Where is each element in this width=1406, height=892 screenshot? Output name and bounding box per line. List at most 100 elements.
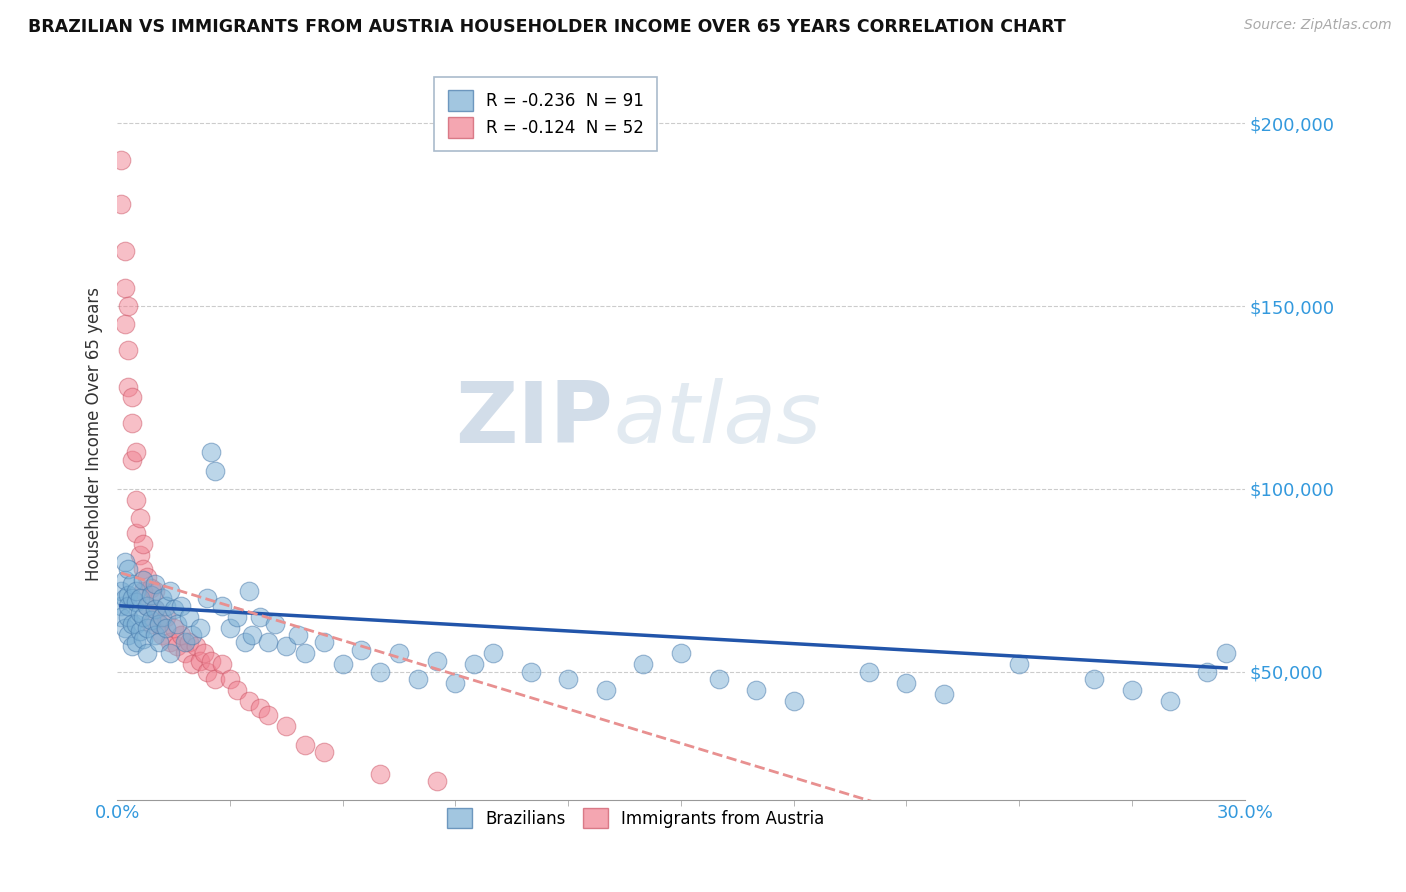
Point [125, 584, 148, 599]
Point [256, 635, 278, 649]
Text: BRAZILIAN VS IMMIGRANTS FROM AUSTRIA HOUSEHOLDER INCOME OVER 65 YEARS CORRELATIO: BRAZILIAN VS IMMIGRANTS FROM AUSTRIA HOU… [28, 18, 1066, 36]
Point [332, 657, 354, 672]
Point [204, 464, 226, 478]
Point [136, 599, 159, 613]
Point [219, 672, 242, 686]
Point [128, 591, 150, 606]
Legend: Brazilians, Immigrants from Austria: Brazilians, Immigrants from Austria [440, 801, 831, 835]
Point [226, 682, 249, 697]
Point [136, 646, 159, 660]
Point [132, 609, 155, 624]
Point [117, 379, 139, 393]
Point [197, 665, 219, 679]
Point [132, 584, 155, 599]
Point [114, 281, 136, 295]
Point [121, 591, 143, 606]
Point [143, 628, 166, 642]
Point [707, 672, 730, 686]
Point [143, 577, 166, 591]
Point [294, 738, 316, 752]
Point [166, 617, 188, 632]
Point [128, 511, 150, 525]
Point [368, 767, 391, 781]
Point [177, 609, 200, 624]
Point [226, 609, 249, 624]
Point [117, 599, 139, 613]
Point [669, 646, 692, 660]
Point [184, 639, 207, 653]
Point [557, 672, 579, 686]
Point [276, 719, 298, 733]
Point [162, 621, 184, 635]
Point [110, 153, 132, 167]
Point [463, 657, 485, 672]
Point [1215, 646, 1237, 660]
Point [312, 635, 335, 649]
Point [125, 635, 148, 649]
Point [139, 614, 162, 628]
Point [444, 675, 467, 690]
Point [125, 492, 148, 507]
Point [128, 606, 150, 620]
Point [117, 628, 139, 642]
Point [287, 628, 309, 642]
Point [264, 617, 287, 632]
Point [117, 299, 139, 313]
Point [117, 588, 139, 602]
Point [121, 577, 143, 591]
Point [136, 569, 159, 583]
Point [181, 628, 204, 642]
Point [155, 599, 177, 613]
Point [114, 573, 136, 587]
Point [139, 617, 162, 632]
Point [114, 591, 136, 606]
Point [117, 609, 139, 624]
Point [121, 617, 143, 632]
Point [1159, 694, 1181, 708]
Point [162, 602, 184, 616]
Point [249, 609, 271, 624]
Point [368, 665, 391, 679]
Point [188, 621, 211, 635]
Point [150, 591, 173, 606]
Point [114, 621, 136, 635]
Point [350, 642, 373, 657]
Point [211, 657, 233, 672]
Point [242, 628, 264, 642]
Point [121, 416, 143, 430]
Point [482, 646, 505, 660]
Point [139, 588, 162, 602]
Point [150, 628, 173, 642]
Point [159, 646, 181, 660]
Point [159, 584, 181, 599]
Point [110, 599, 132, 613]
Point [125, 525, 148, 540]
Point [121, 639, 143, 653]
Point [200, 654, 222, 668]
Point [148, 635, 170, 649]
Point [783, 694, 806, 708]
Point [125, 617, 148, 632]
Point [132, 536, 155, 550]
Point [150, 609, 173, 624]
Point [148, 617, 170, 632]
Point [143, 602, 166, 616]
Point [110, 196, 132, 211]
Point [166, 639, 188, 653]
Point [1121, 682, 1143, 697]
Point [276, 639, 298, 653]
Point [117, 562, 139, 576]
Point [858, 665, 880, 679]
Point [256, 708, 278, 723]
Point [110, 584, 132, 599]
Point [114, 318, 136, 332]
Point [177, 635, 200, 649]
Point [204, 672, 226, 686]
Point [117, 343, 139, 357]
Point [121, 391, 143, 405]
Text: Source: ZipAtlas.com: Source: ZipAtlas.com [1244, 18, 1392, 32]
Point [1197, 665, 1219, 679]
Point [406, 672, 429, 686]
Point [143, 584, 166, 599]
Point [136, 599, 159, 613]
